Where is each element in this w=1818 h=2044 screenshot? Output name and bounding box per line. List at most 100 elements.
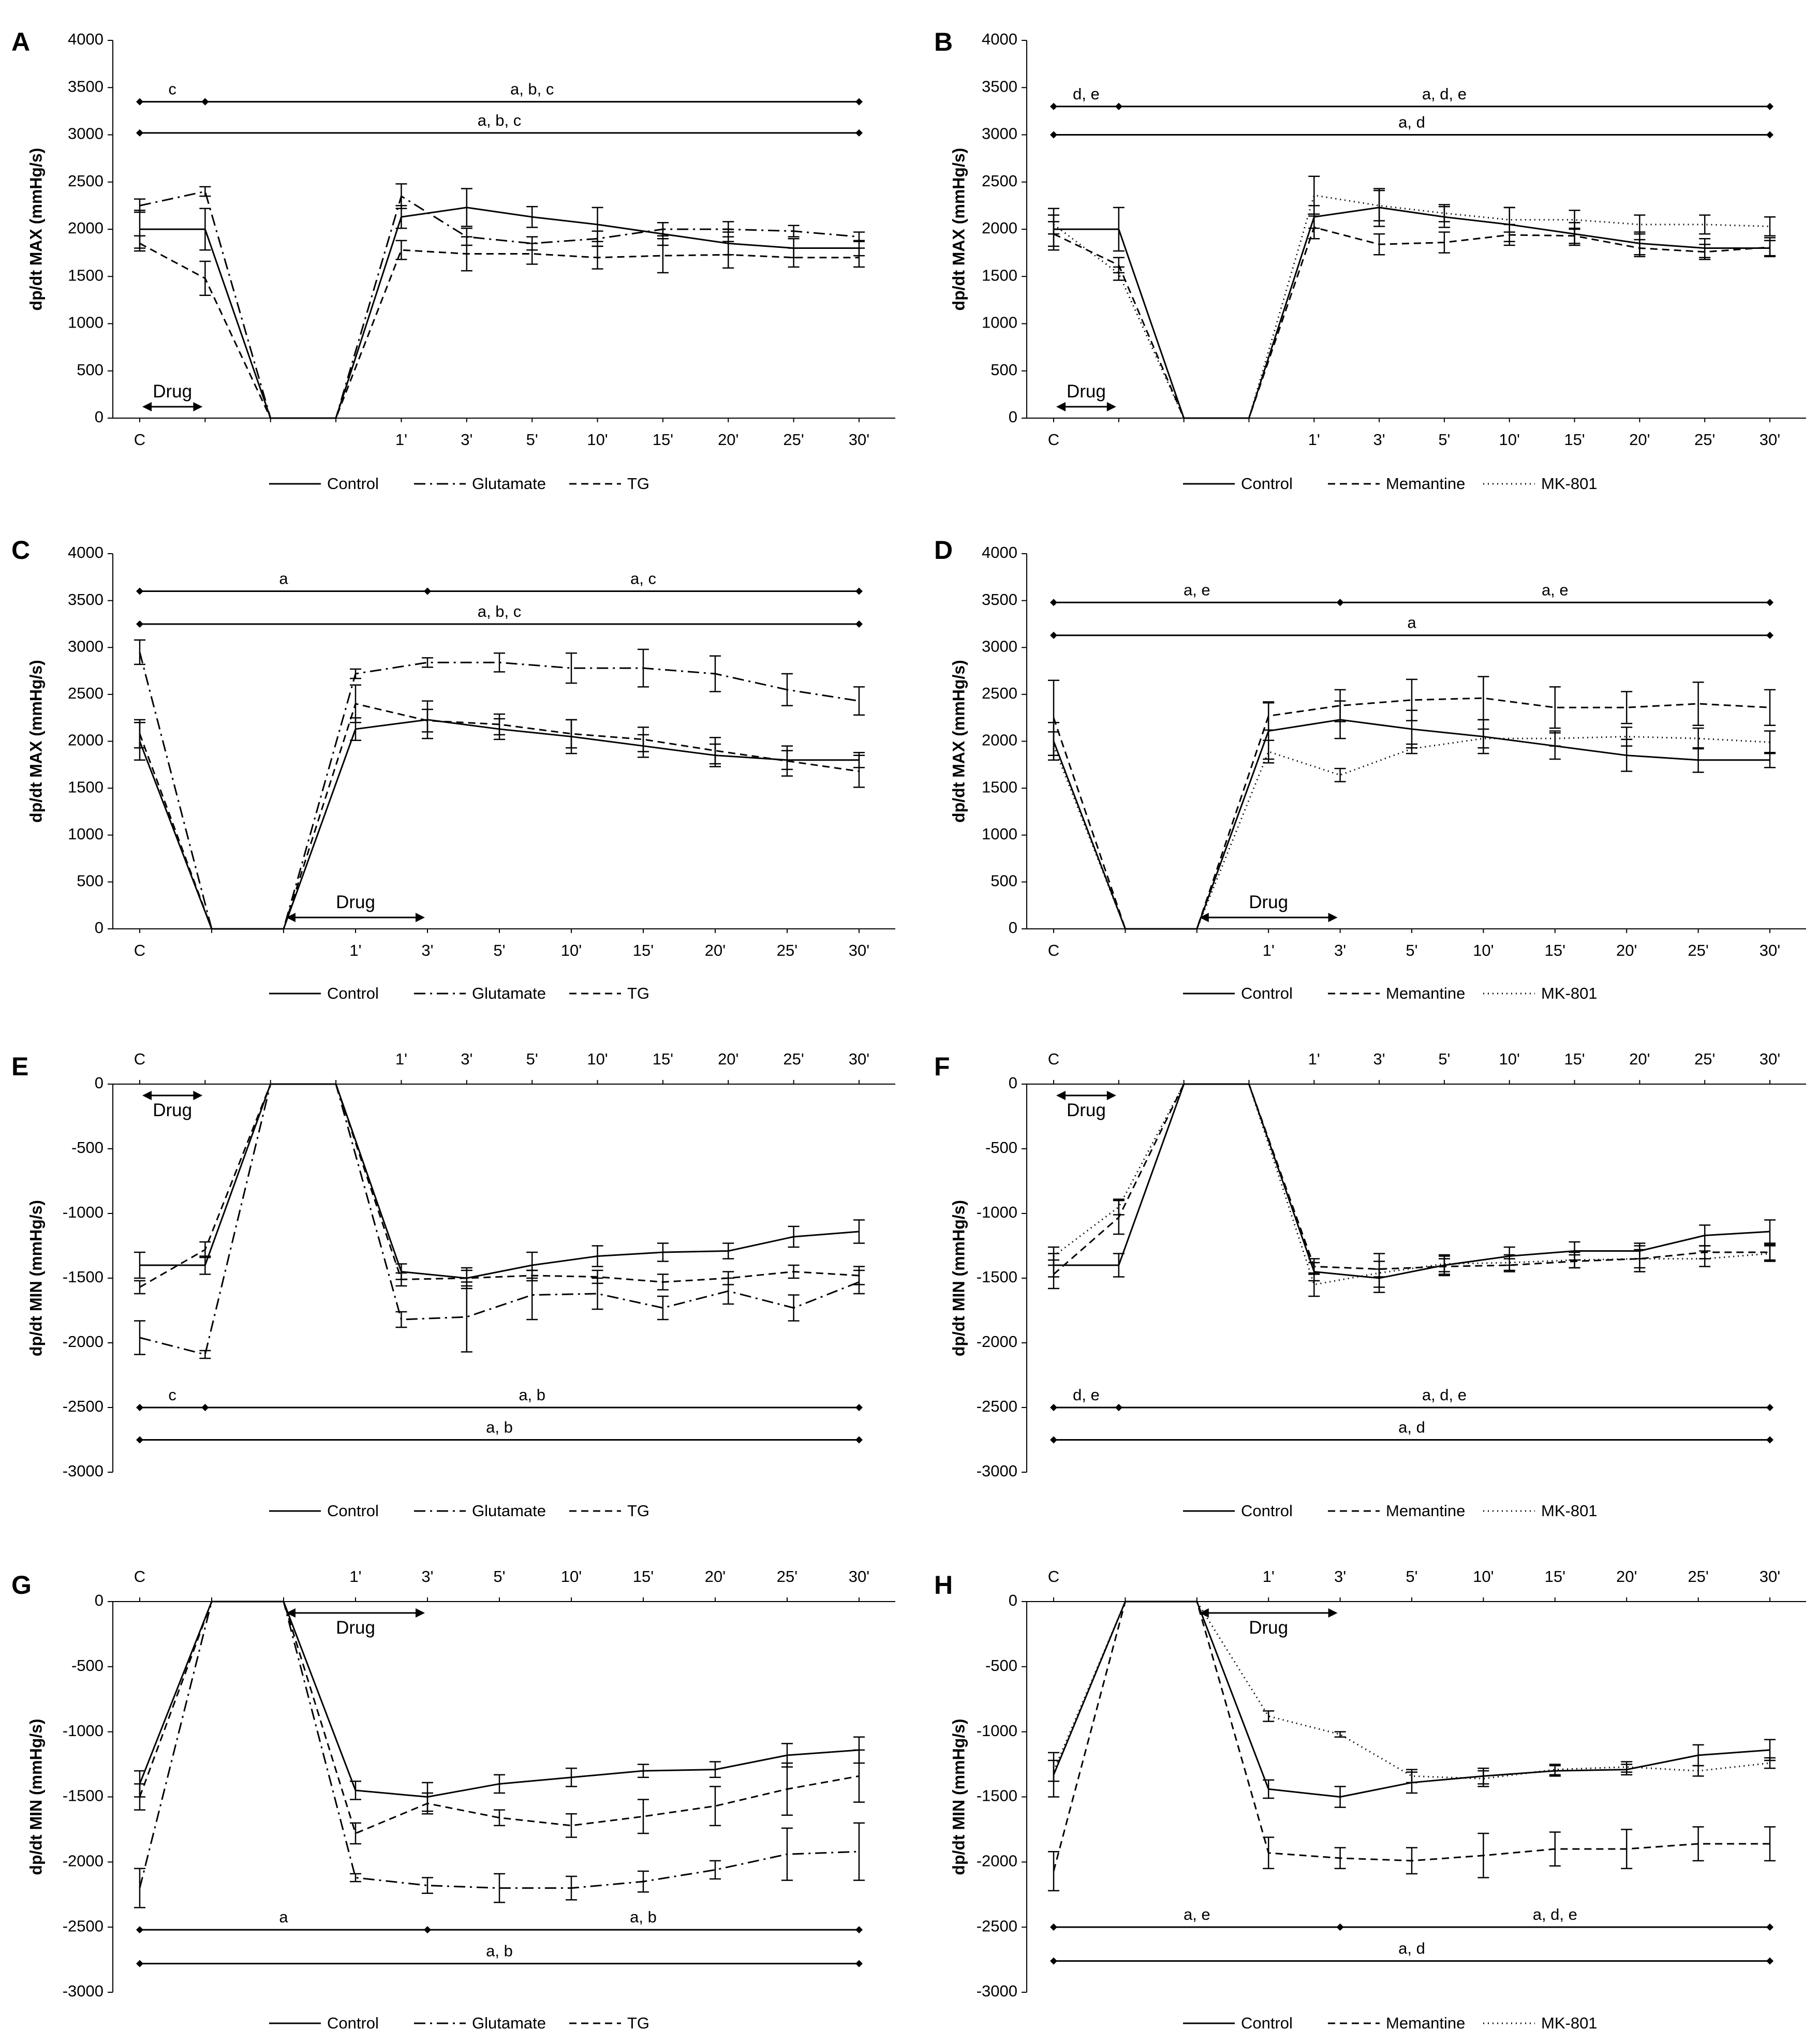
drug-label: Drug [1067, 1100, 1106, 1120]
error-bar [1373, 1253, 1385, 1293]
error-bar [566, 719, 577, 749]
error-bar [566, 652, 577, 684]
significance-marker [424, 1926, 431, 1934]
series-line [139, 651, 860, 930]
y-tick-label: 2000 [68, 219, 104, 237]
error-bar [350, 1873, 361, 1883]
significance-label: c [168, 80, 176, 98]
x-tick-label: 25' [1688, 941, 1708, 959]
error-bar [1406, 1769, 1417, 1784]
significance-marker [136, 1436, 143, 1444]
y-tick-label: -2500 [63, 1917, 104, 1935]
significance-line: a, b, c [136, 111, 863, 137]
y-tick-label: -2500 [977, 1397, 1017, 1415]
error-bar [853, 231, 865, 242]
error-bar [1048, 1759, 1059, 1782]
x-tick-label: 3' [1373, 431, 1385, 449]
y-tick-label: 1500 [982, 266, 1017, 284]
y-tick-label: 0 [1009, 1591, 1017, 1609]
error-bar [1503, 1254, 1515, 1271]
x-tick-label: C [1048, 941, 1059, 959]
error-bar [422, 657, 433, 668]
error-bar [638, 1799, 649, 1834]
drug-label: Drug [336, 1618, 375, 1638]
y-tick-label: 3500 [68, 77, 104, 95]
drug-arrow: Drug [1056, 381, 1116, 411]
y-tick-label: 0 [95, 919, 104, 937]
significance-marker [1336, 599, 1344, 606]
error-bar [788, 1264, 800, 1279]
error-bar [566, 1767, 577, 1787]
error-bar [395, 1272, 407, 1287]
panel-letter: A [11, 27, 30, 56]
x-tick-label: 20' [705, 1567, 726, 1586]
significance-marker [136, 129, 143, 137]
x-tick-label: 5' [526, 431, 538, 449]
legend-label: Control [1241, 1502, 1293, 1520]
error-bar [199, 1350, 211, 1359]
series-line [1053, 226, 1770, 419]
x-tick-label: 30' [1760, 941, 1780, 959]
x-tick-label: 5' [526, 1050, 538, 1068]
y-tick-label: 500 [991, 361, 1017, 379]
y-tick-label: -2000 [977, 1332, 1017, 1351]
error-bar [722, 241, 734, 269]
legend: Control Glutamate TG [269, 984, 649, 1002]
series-line [1054, 206, 1770, 419]
error-bar [638, 648, 649, 688]
error-bar [1477, 728, 1489, 749]
error-bar [350, 1781, 361, 1800]
x-tick-label: 20' [718, 1050, 738, 1068]
x-tick-label: 5' [493, 941, 505, 959]
y-tick-label: -1500 [977, 1268, 1017, 1286]
x-tick-label: 10' [587, 1050, 608, 1068]
error-bar [1334, 1786, 1346, 1808]
drug-arrow: Drug [286, 892, 425, 922]
x-tick-label: 30' [849, 941, 869, 959]
panel-f: Fdp/dt MIN (mmHg/s) 0 -500 -1000 -1500 -2000 -… [934, 1050, 1806, 1520]
series-mk-801 [1048, 1601, 1776, 1787]
error-bar [1308, 175, 1320, 215]
error-bar [395, 240, 407, 260]
y-tick-label: -500 [985, 1656, 1017, 1675]
series-memantine [1048, 1601, 1776, 1891]
error-bar [710, 1761, 721, 1778]
series-tg [134, 684, 865, 930]
y-axis-label: dp/dt MAX (mmHg/s) [949, 660, 968, 823]
series-control [1048, 700, 1776, 930]
significance-label: a, b, c [478, 602, 521, 620]
error-bar [395, 183, 407, 210]
x-tick-label: 3' [1373, 1050, 1385, 1068]
drug-label: Drug [1067, 381, 1106, 402]
series-tg [134, 1601, 865, 1845]
error-bar [1438, 204, 1450, 223]
significance-line: a a, c [136, 570, 863, 595]
series-memantine [1048, 215, 1776, 419]
y-axis-label: dp/dt MAX (mmHg/s) [26, 148, 45, 311]
significance-marker [1050, 1404, 1057, 1411]
error-bar [853, 1266, 865, 1285]
x-tick-label: C [1048, 431, 1059, 449]
error-bar [1048, 1850, 1059, 1891]
error-bar [657, 221, 669, 237]
y-tick-label: 0 [95, 1591, 104, 1609]
x-tick-label: 5' [1438, 1050, 1450, 1068]
x-tick-label: 30' [849, 1567, 869, 1586]
error-bar [1764, 1757, 1776, 1769]
error-bar [1113, 266, 1125, 281]
error-bar [722, 1271, 734, 1285]
x-tick-label: 10' [561, 941, 582, 959]
x-tick-label: 20' [705, 941, 726, 959]
error-bar [1263, 1779, 1275, 1799]
significance-marker [201, 1404, 209, 1411]
series-tg [134, 235, 865, 419]
legend-label: TG [627, 2014, 649, 2032]
series-control [134, 188, 865, 419]
significance-label: c [168, 1386, 176, 1404]
error-bar [722, 1242, 734, 1260]
y-tick-label: 0 [95, 408, 104, 426]
legend-label: Control [327, 984, 379, 1002]
legend-label: Memantine [1386, 984, 1465, 1002]
significance-marker [1050, 1923, 1057, 1931]
x-tick-label: 1' [395, 1050, 407, 1068]
